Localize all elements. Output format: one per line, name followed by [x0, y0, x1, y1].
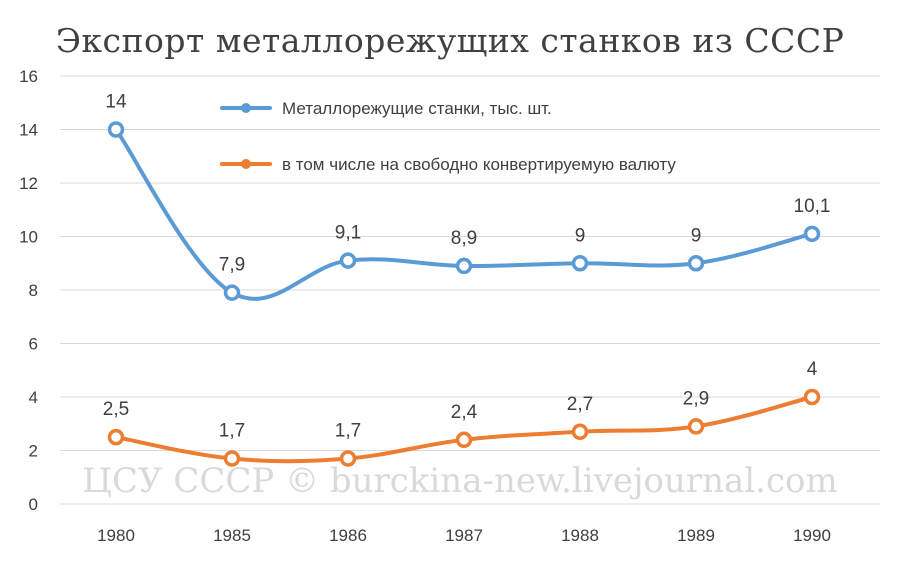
- data-point: [223, 284, 241, 301]
- y-tick-label: 4: [29, 388, 38, 407]
- y-tick-label: 10: [19, 228, 38, 247]
- legend-swatch-marker: [241, 103, 251, 113]
- data-point: [339, 252, 357, 269]
- chart-title: Экспорт металлорежущих станков из СССР: [56, 21, 845, 60]
- data-label: 14: [105, 92, 127, 113]
- data-point: [339, 450, 357, 467]
- data-point: [687, 255, 705, 272]
- x-tick-label: 1989: [677, 526, 715, 545]
- data-point: [107, 428, 125, 446]
- y-tick-label: 0: [29, 495, 38, 514]
- x-tick-label: 1980: [97, 526, 135, 545]
- y-axis-ticks: 0 2 4 6 8 10 12 14 16: [19, 67, 38, 514]
- legend-entry: Металлорежущие станки, тыс. шт.: [282, 99, 552, 118]
- data-label: 2,7: [567, 394, 593, 415]
- y-tick-label: 14: [19, 121, 38, 140]
- watermark: ЦСУ СССР © burckina-new.livejournal.com: [82, 461, 837, 501]
- x-tick-label: 1986: [329, 526, 367, 545]
- x-tick-label: 1987: [445, 526, 483, 545]
- y-tick-label: 12: [19, 174, 38, 193]
- data-point: [571, 255, 589, 272]
- gridlines: [60, 75, 880, 505]
- x-tick-label: 1985: [213, 526, 251, 545]
- data-point: [687, 418, 705, 435]
- y-tick-label: 6: [29, 335, 38, 354]
- x-tick-label: 1990: [793, 526, 831, 545]
- data-point: [455, 257, 473, 275]
- y-tick-label: 16: [19, 67, 38, 86]
- data-point: [223, 450, 241, 467]
- x-axis-ticks: 1980 1985 1986 1987 1988 1989 1990: [97, 526, 831, 545]
- legend-entry: в том числе на свободно конвертируемую в…: [282, 155, 676, 174]
- y-tick-label: 2: [29, 442, 38, 461]
- data-point: [803, 388, 821, 406]
- data-label: 9,1: [335, 223, 361, 244]
- series-1: 14 7,9 9,1 8,9 9 9 10,1: [105, 92, 831, 301]
- data-label: 1,7: [335, 421, 361, 442]
- legend-swatch-marker: [241, 159, 251, 169]
- x-tick-label: 1988: [561, 526, 599, 545]
- data-point: [803, 225, 821, 243]
- data-label: 9: [575, 225, 586, 246]
- data-label: 10,1: [794, 196, 831, 217]
- series-2: 2,5 1,7 1,7 2,4 2,7 2,9 4: [103, 359, 821, 467]
- legend: Металлорежущие станки, тыс. шт. в том чис…: [220, 99, 676, 174]
- data-label: 2,5: [103, 399, 129, 420]
- data-point: [107, 121, 125, 138]
- y-tick-label: 8: [29, 281, 38, 300]
- data-label: 7,9: [219, 255, 245, 276]
- data-point: [571, 423, 589, 441]
- data-label: 2,9: [683, 388, 709, 409]
- data-label: 8,9: [451, 228, 477, 249]
- series-group: 14 7,9 9,1 8,9 9 9 10,1 2,5 1,7 1,7 2,4 2,7 2,9 4: [103, 92, 831, 467]
- data-label: 2,4: [451, 402, 478, 423]
- data-label: 4: [807, 359, 818, 380]
- data-label: 9: [691, 225, 702, 246]
- data-point: [455, 431, 473, 449]
- data-label: 1,7: [219, 421, 245, 442]
